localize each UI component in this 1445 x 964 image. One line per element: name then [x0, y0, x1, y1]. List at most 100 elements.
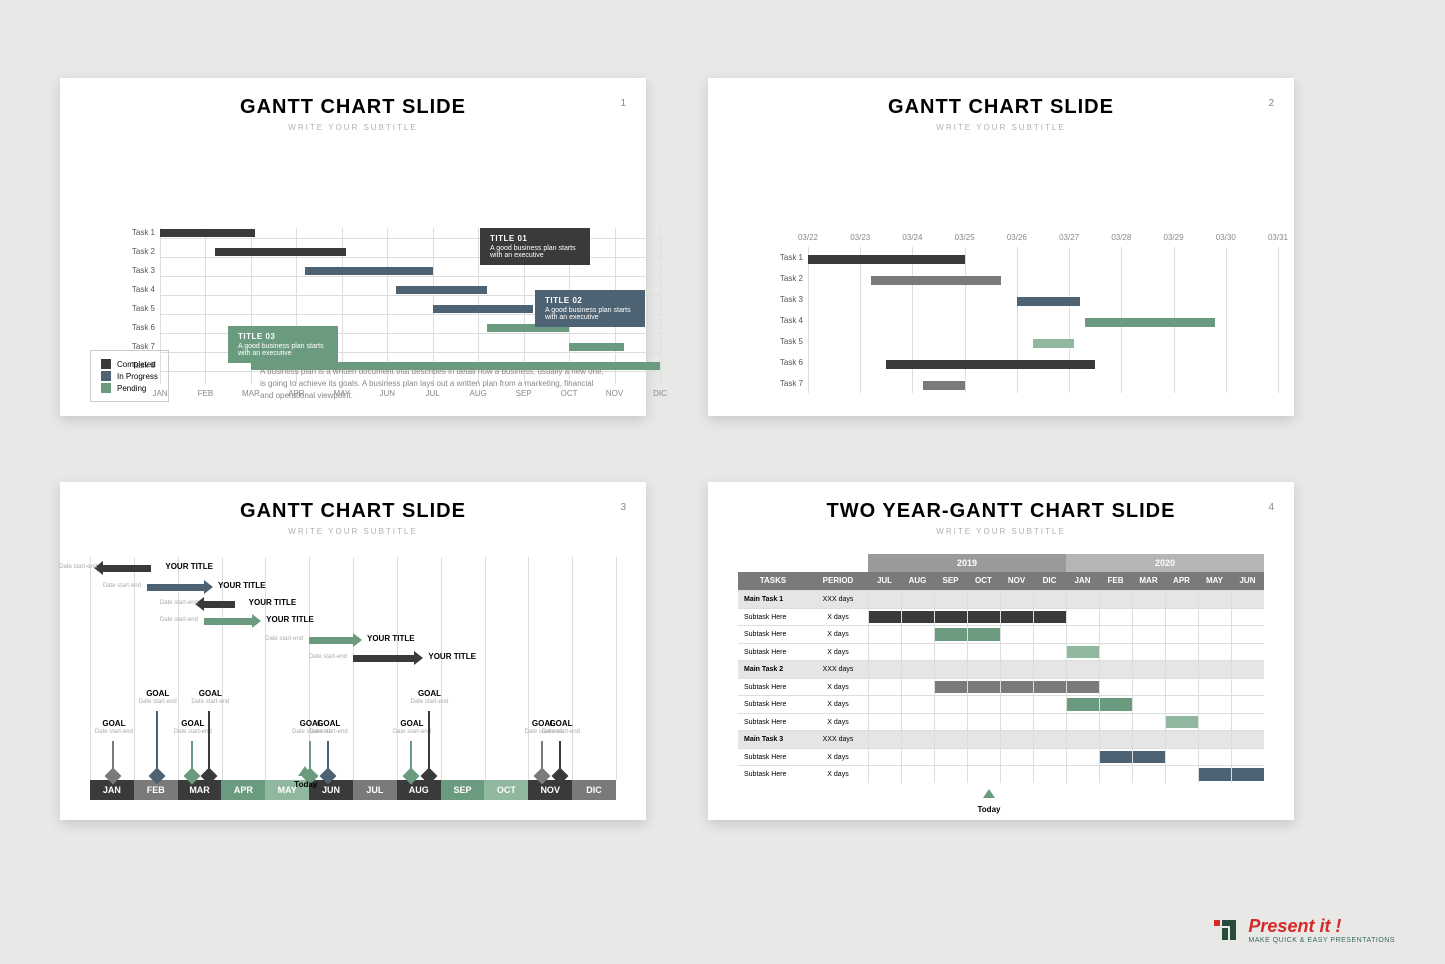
- goal-marker: GOALDate start-end: [112, 741, 114, 776]
- grid-cell: [1231, 661, 1264, 678]
- task-label: Task 3: [110, 266, 155, 275]
- grid-cell: [934, 591, 967, 608]
- grid-cell: [1165, 714, 1198, 731]
- timeline-arrow: [103, 565, 151, 572]
- month-cell: AUG: [397, 780, 441, 800]
- goal-date: Date start-end: [90, 729, 138, 735]
- timeline-arrow: [204, 601, 235, 608]
- gridline: [660, 228, 661, 384]
- grid-cell: [1066, 749, 1099, 766]
- grid-cell: [934, 609, 967, 626]
- date-label: 03/26: [1007, 233, 1027, 242]
- period-cell: X days: [808, 766, 868, 783]
- grid-cell: [1000, 766, 1033, 783]
- gridline: [353, 557, 354, 780]
- grid-cell: [934, 731, 967, 748]
- grid-cell: [1033, 749, 1066, 766]
- period-cell: XXX days: [808, 731, 868, 748]
- goal-date: Date start-end: [406, 699, 454, 705]
- grid-cell: [868, 679, 901, 696]
- month-header: SEP: [934, 572, 967, 590]
- date-label: 03/31: [1268, 233, 1288, 242]
- grid-cell: [1198, 731, 1231, 748]
- grid-cell: [1231, 766, 1264, 783]
- grid-cell: [1165, 591, 1198, 608]
- task-label: Task 6: [110, 323, 155, 332]
- grid-cell: [1099, 679, 1132, 696]
- grid-cell: [1132, 609, 1165, 626]
- fill-bar: [1067, 681, 1099, 694]
- period-cell: X days: [808, 644, 868, 661]
- grid-cell: [967, 696, 1000, 713]
- grid-cell: [901, 609, 934, 626]
- gridline: [860, 247, 861, 393]
- arrow-title: YOUR TITLE: [165, 562, 213, 571]
- arrow-date: Date start-end: [146, 617, 198, 623]
- slide-3: 3 GANTT CHART SLIDE WRITE YOUR SUBTITLE …: [60, 482, 646, 820]
- month-header: MAR: [1132, 572, 1165, 590]
- month-cell: SEP: [441, 780, 485, 800]
- task-cell: Subtask Here: [738, 696, 808, 713]
- grid-cell: [1000, 644, 1033, 661]
- legend-label: Completed: [117, 360, 156, 369]
- month-row: JANFEBMARAPRMAYJUNJULAUGSEPOCTNOVDIC: [90, 780, 616, 800]
- grid-cell: [1033, 714, 1066, 731]
- grid-cell: [1132, 731, 1165, 748]
- year-cell: 2020: [1066, 554, 1264, 572]
- goal-date: Date start-end: [537, 729, 585, 735]
- goal-date: Date start-end: [134, 699, 182, 705]
- grid-cell: [1132, 714, 1165, 731]
- callout-body: A good business plan starts with an exec…: [545, 307, 635, 321]
- year-cell: 2019: [868, 554, 1066, 572]
- goal-label: GOAL: [410, 689, 450, 698]
- grid-cell: [934, 749, 967, 766]
- grid-cell: [1099, 731, 1132, 748]
- grid-cell: [934, 661, 967, 678]
- fill-bar: [1100, 751, 1132, 764]
- slide-subtitle: WRITE YOUR SUBTITLE: [708, 123, 1294, 132]
- grid-cell: [868, 661, 901, 678]
- grid-cell: [1231, 644, 1264, 661]
- task-label: Task 3: [758, 295, 803, 304]
- grid-cell: [1033, 626, 1066, 643]
- grid-cell: [901, 626, 934, 643]
- task-header: TASKS: [738, 572, 808, 590]
- gantt-bar: [1085, 318, 1216, 327]
- grid-cell: [1198, 609, 1231, 626]
- table-row: Main Task 2XXX days: [738, 660, 1264, 678]
- gantt-chart: 03/2203/2303/2403/2503/2603/2703/2803/29…: [808, 233, 1278, 393]
- arrow-title: YOUR TITLE: [218, 581, 266, 590]
- grid-cell: [1231, 626, 1264, 643]
- gantt-bar: [305, 267, 432, 275]
- slide-subtitle: WRITE YOUR SUBTITLE: [60, 527, 646, 536]
- month-header: JUL: [868, 572, 901, 590]
- callout: TITLE 02A good business plan starts with…: [535, 290, 645, 327]
- logo-tagline: MAKE QUICK & EASY PRESENTATIONS: [1248, 937, 1395, 944]
- goal-label: GOAL: [541, 719, 581, 728]
- fill-bar: [1133, 751, 1165, 764]
- task-cell: Subtask Here: [738, 766, 808, 783]
- grid-cell: [1066, 644, 1099, 661]
- gridline: [90, 557, 91, 780]
- logo-text-wrap: Present it ! MAKE QUICK & EASY PRESENTAT…: [1248, 916, 1395, 944]
- grid-cell: [1132, 661, 1165, 678]
- grid-cell: [1033, 591, 1066, 608]
- logo-text: Present it !: [1248, 916, 1395, 937]
- month-header: OCT: [967, 572, 1000, 590]
- grid-cell: [901, 714, 934, 731]
- slide-title: TWO YEAR-GANTT CHART SLIDE: [708, 500, 1294, 523]
- description: A business plan is a written document th…: [260, 366, 606, 402]
- grid-cell: [1099, 661, 1132, 678]
- grid-cell: [967, 591, 1000, 608]
- month-cell: OCT: [484, 780, 528, 800]
- today-marker: Today: [298, 766, 312, 776]
- gridline: [616, 557, 617, 780]
- logo-icon: [1212, 916, 1240, 944]
- fill-bar: [1067, 698, 1099, 711]
- fill-bar: [1199, 768, 1231, 781]
- grid-cell: [1231, 696, 1264, 713]
- grid-cell: [1000, 679, 1033, 696]
- callout: TITLE 01A good business plan starts with…: [480, 228, 590, 265]
- goal-label: GOAL: [190, 689, 230, 698]
- goal-marker: GOALDate start-end: [559, 741, 561, 776]
